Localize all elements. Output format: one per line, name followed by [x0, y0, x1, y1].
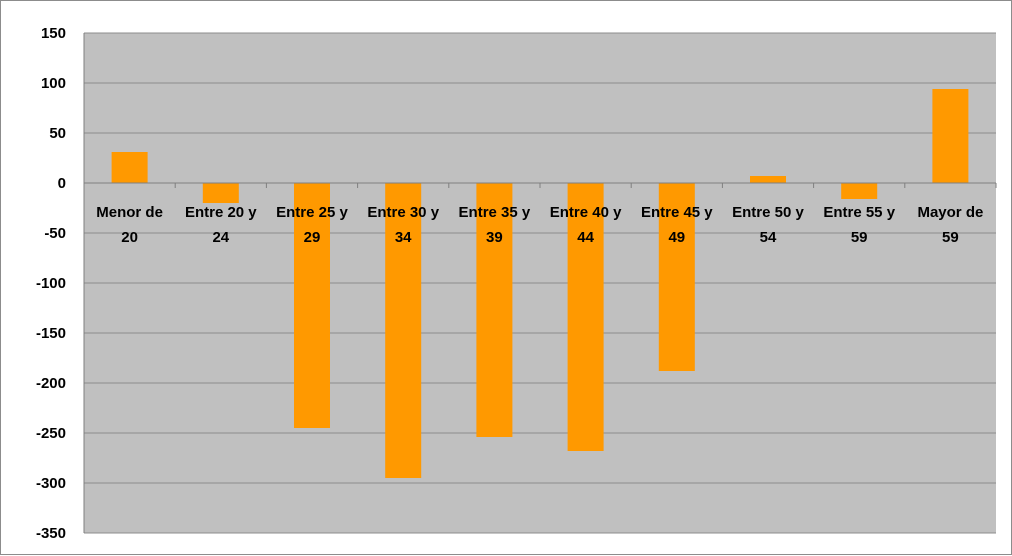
x-tick-label: Entre 55 y — [823, 204, 895, 221]
y-tick-label: 100 — [41, 75, 66, 92]
x-tick-label: 59 — [851, 229, 868, 246]
x-tick-label: Entre 45 y — [641, 204, 713, 221]
x-tick-label: 59 — [942, 229, 959, 246]
x-tick-label: Menor de — [96, 204, 163, 221]
x-tick-label: 54 — [760, 229, 777, 246]
bar — [750, 176, 786, 183]
y-tick-label: -100 — [36, 275, 66, 292]
x-tick-label: Entre 20 y — [185, 204, 257, 221]
bar — [294, 183, 330, 428]
bar — [932, 89, 969, 183]
y-tick-label: 150 — [41, 25, 66, 42]
x-tick-label: Entre 35 y — [459, 204, 531, 221]
y-tick-label: -250 — [36, 425, 66, 442]
x-tick-label: 39 — [486, 229, 503, 246]
y-tick-label: -200 — [36, 375, 66, 392]
x-tick-label: 44 — [577, 229, 594, 246]
bar — [202, 183, 239, 203]
x-tick-label: 20 — [121, 229, 138, 246]
y-tick-label: -350 — [36, 525, 66, 542]
bar — [567, 183, 604, 451]
y-tick-label: 50 — [49, 125, 66, 142]
x-tick-label: Entre 40 y — [550, 204, 622, 221]
bar — [476, 183, 513, 437]
y-tick-label: -150 — [36, 325, 66, 342]
x-tick-label: Entre 30 y — [367, 204, 439, 221]
y-tick-label: -300 — [36, 475, 66, 492]
y-tick-label: -50 — [44, 225, 66, 242]
bar — [841, 183, 878, 199]
x-tick-label: 24 — [212, 229, 229, 246]
x-tick-label: 29 — [304, 229, 321, 246]
y-tick-label: 0 — [58, 175, 66, 192]
x-tick-label: Entre 25 y — [276, 204, 348, 221]
x-tick-label: 49 — [668, 229, 685, 246]
x-tick-label: Entre 50 y — [732, 204, 804, 221]
x-tick-label: 34 — [395, 229, 412, 246]
bar — [385, 183, 422, 478]
bar — [111, 152, 148, 183]
x-tick-label: Mayor de — [917, 204, 983, 221]
bar — [658, 183, 695, 371]
